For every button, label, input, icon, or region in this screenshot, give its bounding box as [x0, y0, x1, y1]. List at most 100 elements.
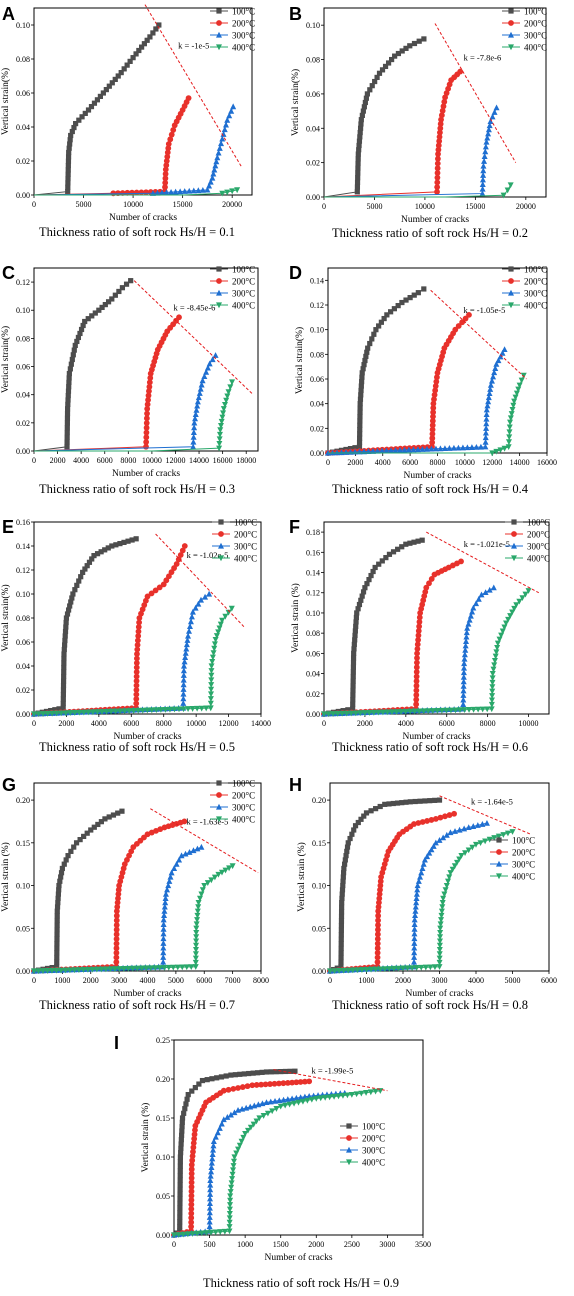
- series-line: [323, 38, 425, 198]
- legend-label: 200°C: [232, 791, 255, 801]
- data-point: [437, 921, 444, 928]
- legend-marker: [216, 780, 222, 786]
- data-point: [223, 397, 230, 404]
- data-point: [181, 1110, 187, 1116]
- data-point: [424, 853, 431, 860]
- data-point: [488, 697, 495, 704]
- data-point: [333, 449, 340, 456]
- data-point: [244, 1127, 251, 1134]
- data-point: [493, 361, 500, 367]
- data-point: [293, 1094, 300, 1101]
- data-point: [216, 436, 223, 443]
- series-line: [323, 107, 498, 198]
- data-point: [461, 655, 468, 662]
- data-point: [54, 950, 60, 956]
- data-point: [289, 1079, 295, 1086]
- data-point: [143, 429, 150, 436]
- data-point: [242, 1131, 249, 1137]
- data-point: [206, 590, 213, 597]
- data-point: [227, 1193, 234, 1200]
- data-point: [399, 299, 405, 306]
- data-point: [147, 34, 153, 40]
- data-point: [165, 964, 172, 971]
- data-point: [338, 959, 344, 965]
- legend-label: 200°C: [362, 1134, 385, 1144]
- data-point: [489, 675, 496, 682]
- data-point: [442, 887, 449, 894]
- data-point: [491, 657, 498, 664]
- data-point: [113, 931, 120, 938]
- data-point: [366, 577, 372, 583]
- data-point: [428, 846, 435, 853]
- data-point: [206, 360, 213, 367]
- legend-marker: [346, 1159, 352, 1166]
- data-point: [254, 1070, 261, 1076]
- data-point: [147, 375, 154, 381]
- x-tick-label: 5000: [168, 976, 184, 985]
- data-point: [220, 406, 227, 412]
- data-point: [403, 45, 409, 51]
- y-tick-label: 0.08: [310, 350, 324, 359]
- data-point: [493, 649, 500, 656]
- data-point: [204, 880, 211, 886]
- data-point: [358, 816, 364, 822]
- data-point: [188, 1219, 195, 1226]
- y-tick-label: 0.00: [16, 967, 30, 976]
- data-point: [56, 706, 62, 712]
- series-300c: [33, 352, 219, 452]
- data-point: [364, 349, 370, 355]
- series-400c: [34, 187, 241, 197]
- data-point: [480, 167, 487, 174]
- data-point: [488, 377, 495, 384]
- data-point: [121, 708, 128, 715]
- data-point: [211, 641, 218, 648]
- x-tick-label: 2500: [344, 1240, 360, 1249]
- data-point: [134, 642, 141, 648]
- data-point: [403, 799, 409, 805]
- data-point: [377, 878, 384, 885]
- data-point: [383, 555, 389, 561]
- data-point: [179, 547, 186, 554]
- x-axis-label: Number of cracks: [401, 214, 469, 225]
- data-point: [148, 707, 155, 714]
- data-point: [207, 1181, 214, 1188]
- data-point: [284, 1080, 291, 1086]
- data-point: [292, 1068, 298, 1074]
- data-point: [152, 587, 159, 594]
- data-point: [188, 1179, 195, 1186]
- data-point: [61, 655, 67, 662]
- legend-marker: [216, 803, 222, 810]
- data-point: [355, 175, 361, 181]
- data-point: [209, 1155, 216, 1162]
- data-point: [359, 593, 365, 599]
- data-point: [121, 539, 127, 545]
- data-point: [117, 708, 124, 715]
- x-tick-label: 8000: [120, 456, 136, 465]
- data-point: [128, 278, 134, 284]
- data-point: [168, 188, 175, 195]
- data-point: [67, 603, 73, 609]
- x-tick-label: 20000: [516, 202, 536, 211]
- data-point: [377, 882, 384, 889]
- data-point: [438, 112, 445, 119]
- data-point: [229, 863, 236, 870]
- data-point: [363, 1090, 370, 1096]
- data-point: [85, 316, 91, 322]
- data-point: [460, 673, 467, 680]
- y-tick-label: 0.02: [16, 686, 30, 695]
- data-point: [357, 431, 363, 437]
- data-point: [230, 103, 237, 110]
- data-point: [350, 660, 357, 666]
- data-point: [483, 415, 490, 422]
- data-point: [327, 968, 333, 975]
- data-point: [220, 410, 227, 417]
- legend-marker: [216, 266, 222, 272]
- data-point: [482, 838, 489, 845]
- data-point: [218, 1074, 225, 1080]
- data-point: [177, 1196, 183, 1202]
- data-point: [390, 965, 397, 972]
- data-point: [369, 448, 376, 454]
- data-point: [124, 62, 130, 68]
- data-point: [436, 955, 443, 962]
- data-point: [446, 445, 453, 451]
